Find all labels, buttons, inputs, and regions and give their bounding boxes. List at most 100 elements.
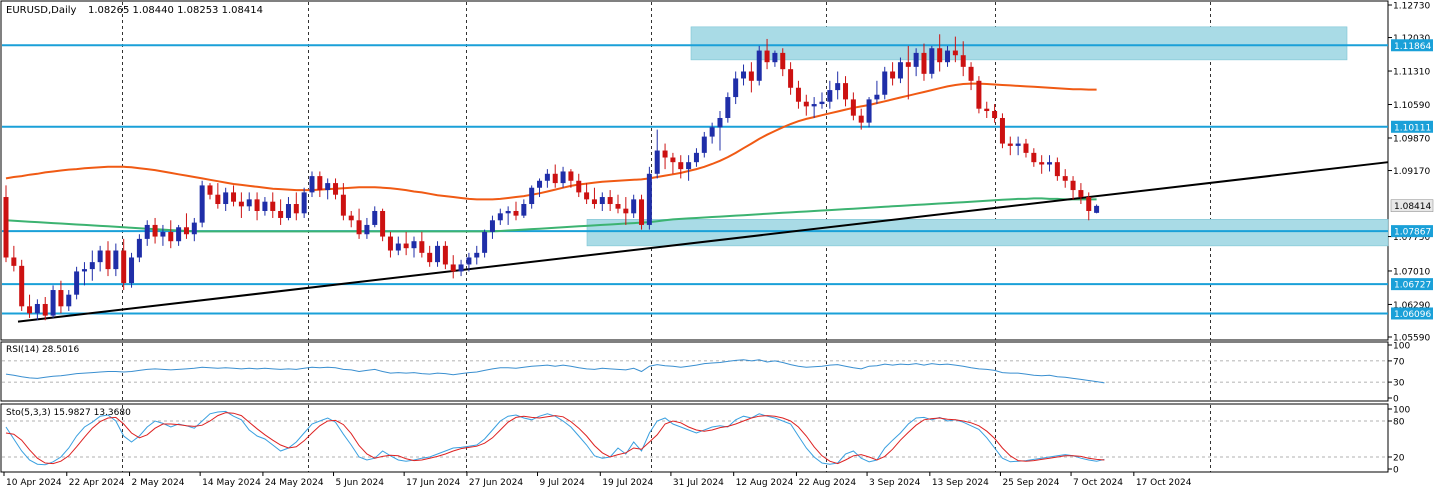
- candle: [380, 208, 386, 242]
- candle-body: [984, 108, 990, 112]
- candle-body: [890, 71, 896, 79]
- candle-body: [129, 257, 135, 284]
- time-tick-label: 19 Jul 2024: [602, 478, 653, 488]
- level-price-box: [1391, 120, 1433, 133]
- time-tick-label: 22 Apr 2024: [69, 478, 125, 488]
- candle: [50, 285, 56, 318]
- candle-body: [709, 127, 715, 137]
- candle: [89, 250, 95, 281]
- candle-body: [607, 197, 613, 205]
- level-price-label: 1.10111: [1394, 123, 1431, 133]
- candle: [435, 241, 441, 267]
- stoch-signal-line: [5, 412, 1105, 465]
- candle: [537, 178, 543, 198]
- candle: [105, 241, 111, 277]
- candle-body: [254, 199, 260, 211]
- candle-body: [325, 183, 331, 191]
- candle: [945, 45, 951, 67]
- candle: [34, 299, 40, 321]
- candle-body: [929, 48, 935, 74]
- candle: [191, 217, 197, 242]
- candle-body: [741, 71, 747, 79]
- candle-body: [97, 250, 103, 263]
- candle: [921, 43, 927, 81]
- candle-body: [474, 252, 480, 258]
- candle-body: [199, 185, 205, 223]
- rsi-tick-label: 100: [1393, 342, 1410, 352]
- candle: [827, 80, 833, 109]
- candle: [803, 94, 809, 116]
- candle: [231, 185, 237, 207]
- rsi-tick-label: 0: [1393, 395, 1399, 405]
- candle-body: [568, 171, 574, 181]
- candle: [348, 210, 354, 228]
- candle-body: [552, 173, 558, 184]
- candle-body: [913, 52, 919, 67]
- time-tick-label: 2 May 2024: [132, 478, 185, 488]
- candle-body: [631, 199, 637, 214]
- candle: [1094, 204, 1100, 214]
- candle-body: [89, 262, 95, 270]
- candle: [466, 252, 472, 272]
- candle: [772, 50, 778, 67]
- candle: [270, 192, 276, 218]
- candle: [607, 190, 613, 211]
- candle: [905, 45, 911, 100]
- trendline[interactable]: [17, 161, 1389, 323]
- stoch-tick-label: 80: [1393, 418, 1405, 428]
- candle-body: [74, 271, 80, 295]
- time-tick-label: 31 Jul 2024: [673, 478, 724, 488]
- candle-body: [19, 265, 25, 307]
- candle: [395, 236, 401, 256]
- candle-body: [121, 250, 127, 284]
- candle-body: [301, 192, 307, 214]
- candle: [1062, 169, 1068, 188]
- candle-body: [215, 194, 221, 205]
- candle: [301, 187, 307, 218]
- candle: [725, 92, 731, 123]
- candle-body: [262, 201, 268, 211]
- time-tick-label: 5 Jun 2024: [336, 478, 385, 488]
- candle: [403, 231, 409, 256]
- candle-body: [780, 52, 786, 70]
- candle-body: [34, 303, 40, 314]
- candle-body: [309, 176, 315, 193]
- candle-body: [945, 50, 951, 63]
- candle: [238, 192, 244, 218]
- candle-body: [1078, 190, 1084, 198]
- candle: [1054, 157, 1060, 181]
- candle: [11, 245, 17, 272]
- candle-body: [835, 83, 841, 91]
- candle: [254, 192, 260, 221]
- candle: [74, 266, 80, 300]
- time-axis: 10 Apr 2024 22 Apr 2024 2 May 2024 14 May 2…: [3, 472, 1192, 488]
- price-tick-label: 1.12730: [1393, 2, 1430, 12]
- candle: [552, 164, 558, 188]
- candle: [333, 178, 339, 200]
- candle-body: [356, 220, 362, 235]
- candle: [1007, 136, 1013, 156]
- candle: [317, 171, 323, 198]
- candle: [1078, 183, 1084, 205]
- candle: [81, 262, 87, 286]
- candle-body: [395, 243, 401, 251]
- price-tick-label: 1.11310: [1393, 68, 1430, 78]
- zone-rect: [586, 219, 1389, 247]
- candle: [992, 104, 998, 123]
- candle: [113, 243, 119, 277]
- time-tick-label: 27 Jun 2024: [469, 478, 523, 488]
- candle: [497, 208, 503, 225]
- candle-body: [136, 238, 142, 258]
- candle: [858, 108, 864, 130]
- candle: [1015, 136, 1021, 156]
- candle-body: [882, 71, 888, 95]
- candle: [788, 62, 794, 95]
- candle-body: [764, 50, 770, 63]
- candle-body: [701, 136, 707, 153]
- time-tick-label: 13 Sep 2024: [932, 478, 989, 488]
- level-price-box: [1391, 225, 1433, 238]
- price-tick-label: 1.10590: [1393, 101, 1430, 111]
- candle-body: [968, 66, 974, 81]
